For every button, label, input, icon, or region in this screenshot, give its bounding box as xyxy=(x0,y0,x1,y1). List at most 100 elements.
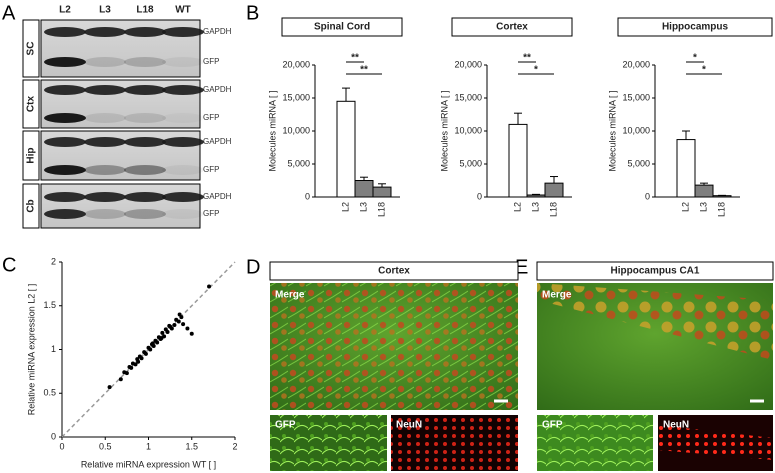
x-tick-label: L2 xyxy=(340,202,350,212)
band xyxy=(162,27,204,37)
point xyxy=(169,326,174,331)
merge-image-cells xyxy=(537,283,773,360)
x-tick-label: L18 xyxy=(716,202,726,217)
point xyxy=(143,351,148,356)
point xyxy=(167,323,172,328)
micrograph-title: Hippocampus CA1 xyxy=(611,266,700,277)
micrograph-title: Cortex xyxy=(378,266,410,277)
x-tick-label: L18 xyxy=(376,202,386,217)
band xyxy=(162,165,204,175)
chart-title: Spinal Cord xyxy=(314,22,370,33)
gfp-image-texture xyxy=(270,415,387,471)
bar xyxy=(526,194,546,198)
western-blot: L2 L3 L18 WT SC GAPDH GFP Ctx GAPDH GFP Hip GAPDH GF… xyxy=(22,5,232,229)
band xyxy=(44,85,86,95)
band-label: GFP xyxy=(203,165,219,174)
point xyxy=(207,284,212,289)
image-label: NeuN xyxy=(663,420,689,431)
y-axis-label: Molecules miRNA [ ] xyxy=(267,90,277,171)
band xyxy=(162,113,204,123)
band xyxy=(84,192,126,202)
bar xyxy=(712,195,732,198)
tissue-label: Cb xyxy=(26,199,37,212)
tissue-label: SC xyxy=(26,42,37,56)
point xyxy=(139,356,144,361)
x-tick-label: L3 xyxy=(358,202,368,212)
bar xyxy=(694,184,714,198)
charts: Spinal Cord Molecules miRNA [ ] 0 5,000 10,0… xyxy=(26,17,773,469)
image-label: Merge xyxy=(542,290,572,301)
y-tick-label: 15,000 xyxy=(454,92,482,102)
gfp-image-texture xyxy=(537,415,653,471)
image-label: Merge xyxy=(275,290,305,301)
band xyxy=(84,27,126,37)
band xyxy=(162,209,204,219)
x-tick-label: L2 xyxy=(680,202,690,212)
lane-label: L2 xyxy=(59,5,71,16)
y-tick-label: 20,000 xyxy=(454,59,482,69)
band-label: GAPDH xyxy=(203,27,232,36)
title-box xyxy=(281,17,403,37)
y-tick-label: 0.5 xyxy=(43,388,56,398)
tissue-label: Ctx xyxy=(26,96,37,113)
title-box xyxy=(536,261,774,281)
y-tick-label: 5,000 xyxy=(627,158,650,168)
panel-letter: C xyxy=(2,254,16,276)
bar xyxy=(544,182,564,198)
y-tick-label: 5,000 xyxy=(459,158,482,168)
point xyxy=(124,371,129,376)
band xyxy=(84,137,126,147)
x-tick-label: L18 xyxy=(548,202,558,217)
bar xyxy=(508,123,528,198)
y-axis-label: Relative miRNA expression L2 [ ] xyxy=(26,284,36,416)
band xyxy=(124,209,166,219)
blot-strip xyxy=(40,183,201,229)
neun-image-texture xyxy=(658,425,773,460)
point xyxy=(185,326,190,331)
point xyxy=(150,341,155,346)
identity-line xyxy=(61,261,236,438)
band xyxy=(124,137,166,147)
y-tick-label: 1.5 xyxy=(43,300,56,310)
tissue-box xyxy=(22,183,40,229)
band xyxy=(124,113,166,123)
lane-label: WT xyxy=(175,5,191,16)
band xyxy=(84,165,126,175)
point xyxy=(160,330,165,335)
x-tick-label: 1.5 xyxy=(185,441,198,451)
x-tick-label: 2 xyxy=(232,441,237,451)
band xyxy=(44,137,86,147)
tissue-box xyxy=(22,130,40,181)
band xyxy=(162,85,204,95)
y-tick-label: 0 xyxy=(51,431,56,441)
x-tick-label: 0 xyxy=(59,441,64,451)
panel-letter: D xyxy=(246,256,260,278)
band xyxy=(84,113,126,123)
panel-letter: B xyxy=(246,2,259,24)
point xyxy=(118,377,123,382)
micrograph-panel: Hippocampus CA1 Merge GFP NeuN xyxy=(536,261,774,471)
bar xyxy=(676,139,696,198)
tissue-box xyxy=(22,19,40,78)
band xyxy=(44,165,86,175)
y-tick-label: 5,000 xyxy=(287,158,310,168)
tissue-box xyxy=(22,79,40,129)
significance-label: * xyxy=(534,65,538,76)
title-box xyxy=(269,261,519,281)
y-tick-label: 2 xyxy=(51,256,56,266)
x-tick-label: 1 xyxy=(146,441,151,451)
title-box xyxy=(451,17,573,37)
band-label: GFP xyxy=(203,113,219,122)
point xyxy=(129,365,134,370)
image-label: NeuN xyxy=(396,420,422,431)
merge-image-cells xyxy=(270,283,518,410)
y-tick-label: 0 xyxy=(305,191,310,201)
point xyxy=(189,331,194,336)
y-tick-label: 10,000 xyxy=(622,125,650,135)
image-label: GFP xyxy=(275,420,296,431)
y-tick-label: 0 xyxy=(477,191,482,201)
lane-label: L3 xyxy=(99,5,111,16)
y-tick-label: 15,000 xyxy=(282,92,310,102)
y-tick-label: 15,000 xyxy=(622,92,650,102)
